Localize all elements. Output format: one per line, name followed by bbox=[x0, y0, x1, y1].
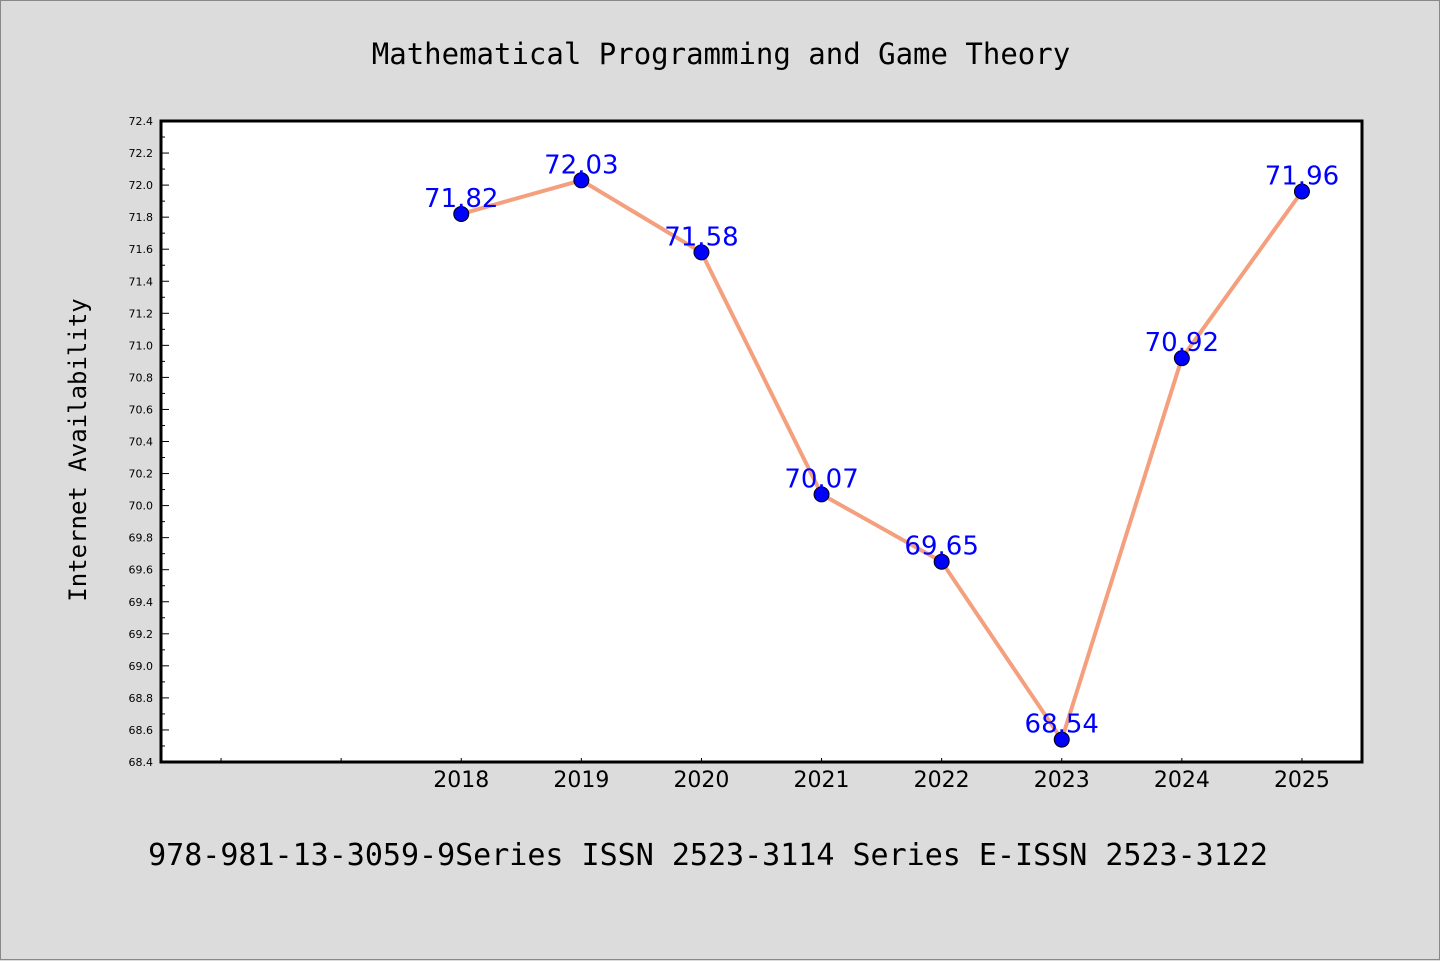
y-tick-label: 71.4 bbox=[129, 275, 154, 288]
y-tick-label: 71.0 bbox=[129, 339, 154, 352]
y-tick-label: 70.8 bbox=[129, 371, 154, 384]
y-tick-label: 69.2 bbox=[129, 628, 154, 641]
y-tick-label: 71.8 bbox=[129, 211, 154, 224]
data-point bbox=[1293, 183, 1310, 200]
x-tick-label: 2022 bbox=[914, 768, 970, 793]
data-points bbox=[453, 172, 1310, 748]
data-labels: 71.82 72.03 71.58 70.07 69.65 68.54 70.92 71.96 bbox=[424, 150, 1339, 739]
series-line bbox=[460, 178, 1304, 742]
x-tick-label: 2024 bbox=[1154, 768, 1210, 793]
chart-title: Mathematical Programming and Game Theory bbox=[372, 37, 1070, 71]
y-tick-label: 68.4 bbox=[129, 756, 154, 769]
data-point bbox=[453, 205, 470, 222]
y-tick-label: 70.2 bbox=[129, 468, 154, 481]
y-tick-label: 69.6 bbox=[129, 564, 154, 577]
y-tick-label: 72.0 bbox=[129, 179, 154, 192]
y-tick-label: 68.6 bbox=[129, 724, 154, 737]
data-label: 71.96 bbox=[1265, 162, 1339, 192]
y-tick-label: 68.8 bbox=[129, 692, 154, 705]
series-polyline bbox=[460, 178, 1304, 742]
data-point bbox=[573, 172, 590, 189]
y-axis-label: Internet Availability bbox=[64, 298, 92, 601]
y-tick-label: 72.2 bbox=[129, 147, 154, 160]
data-point bbox=[1173, 350, 1190, 367]
x-tick-label: 2019 bbox=[553, 768, 609, 793]
data-label: 71.58 bbox=[664, 222, 738, 252]
y-tick-label: 71.2 bbox=[129, 307, 154, 320]
data-point bbox=[1053, 731, 1070, 748]
y-axis: 68.4 68.6 68.8 69.0 69.2 69.4 69.6 69.8 70.0 70.2… bbox=[129, 115, 169, 769]
y-tick-label: 70.6 bbox=[129, 403, 154, 416]
x-axis: 2018 2019 2020 2021 2022 2023 2024 2025 bbox=[220, 758, 1330, 793]
y-tick-label: 70.4 bbox=[129, 436, 154, 449]
data-label: 69.65 bbox=[904, 532, 978, 562]
data-label: 70.07 bbox=[784, 464, 858, 494]
y-tick-label: 72.4 bbox=[129, 115, 154, 128]
x-tick-label: 2018 bbox=[433, 768, 489, 793]
x-tick-label: 2025 bbox=[1274, 768, 1330, 793]
y-tick-label: 70.0 bbox=[129, 500, 154, 513]
data-label: 68.54 bbox=[1025, 710, 1099, 740]
x-tick-label: 2023 bbox=[1034, 768, 1090, 793]
footer-text: 978-981-13-3059-9Series ISSN 2523-3114 S… bbox=[148, 838, 1268, 873]
data-label: 72.03 bbox=[544, 150, 618, 180]
y-tick-label: 69.8 bbox=[129, 532, 154, 545]
data-point bbox=[693, 244, 710, 261]
y-tick-label: 69.0 bbox=[129, 660, 154, 673]
data-point bbox=[813, 486, 830, 503]
y-tick-label: 71.6 bbox=[129, 243, 154, 256]
x-tick-label: 2021 bbox=[794, 768, 850, 793]
x-tick-label: 2020 bbox=[673, 768, 729, 793]
data-label: 70.92 bbox=[1145, 328, 1219, 358]
plot-area bbox=[159, 119, 1364, 764]
data-label: 71.82 bbox=[424, 184, 498, 214]
y-tick-label: 69.4 bbox=[129, 596, 154, 609]
data-point bbox=[933, 553, 950, 570]
